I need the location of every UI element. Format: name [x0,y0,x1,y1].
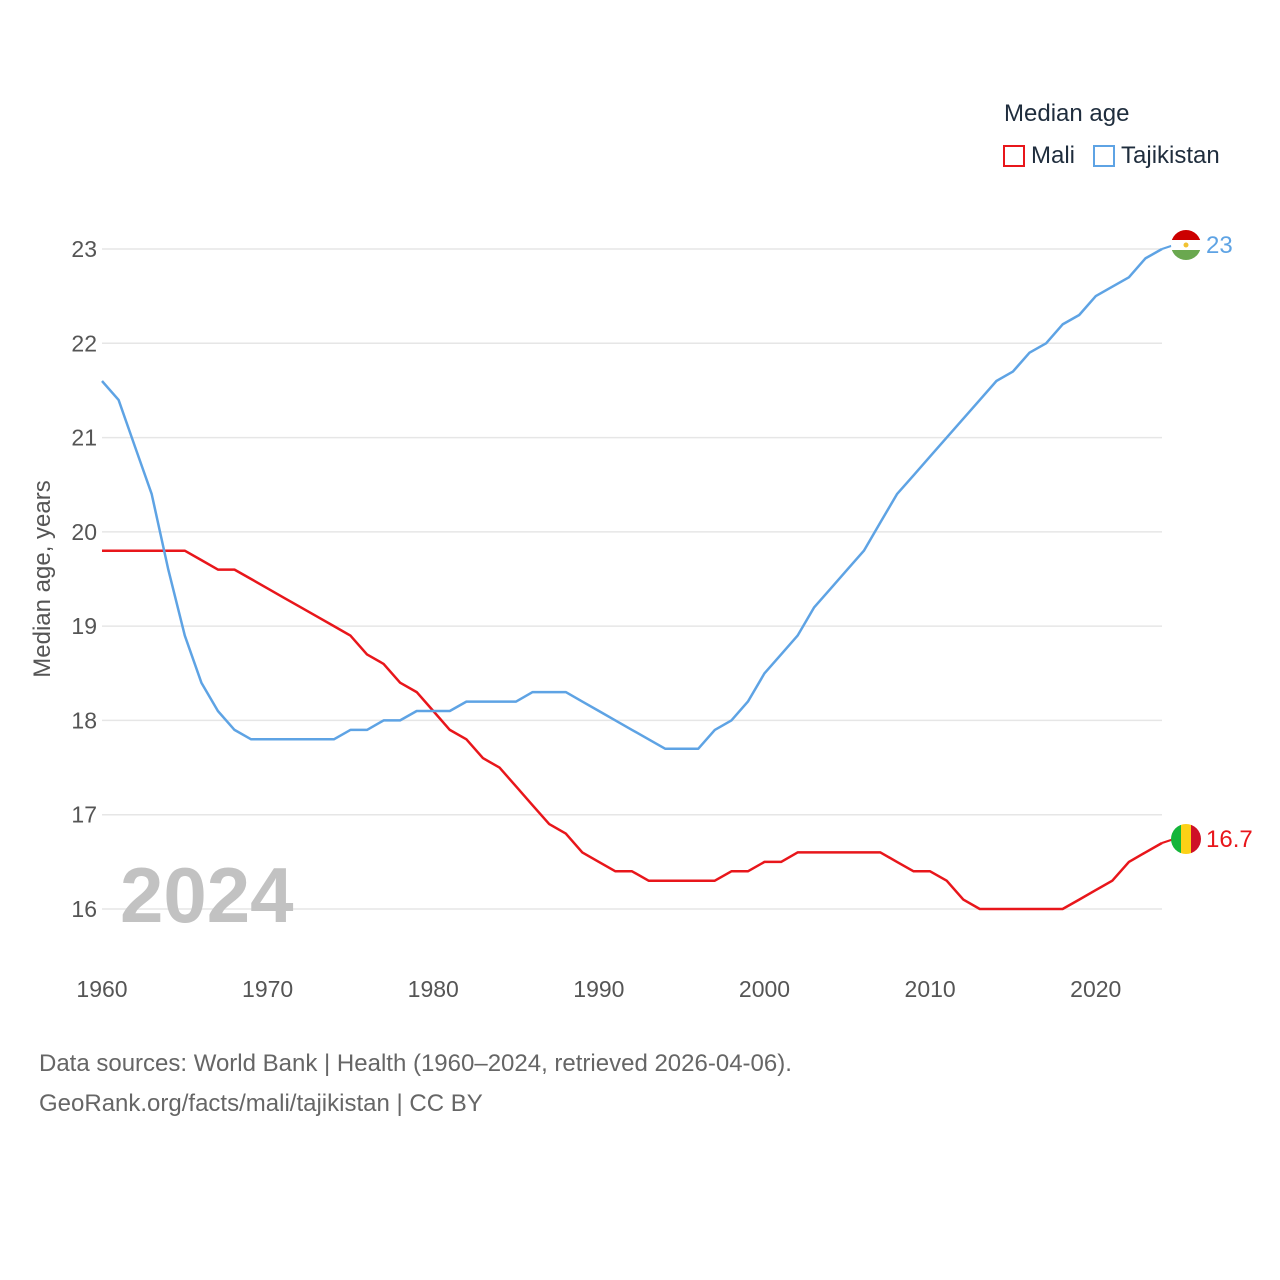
x-tick-label-1980: 1980 [408,976,459,1002]
y-tick-label-18: 18 [71,707,97,733]
y-tick-label-17: 17 [71,802,97,828]
flag-body [1171,824,1201,854]
flag-stripe-red [1171,230,1201,240]
x-axis-ticks: 1960 1970 1980 1990 2000 2010 2020 [76,976,1121,1002]
series-line-mali[interactable] [102,549,1163,911]
x-tick-label-1960: 1960 [76,976,127,1002]
sources-line-2[interactable]: GeoRank.org/facts/mali/tajikistan | CC B… [39,1090,483,1117]
x-tick-label-1970: 1970 [242,976,293,1002]
legend-label-mali: Mali [1031,142,1076,169]
flag-crown [1183,242,1189,248]
flag-stripe-green [1171,250,1201,260]
series-line-tajikistan[interactable] [101,247,1163,750]
flag-stripe-yellow [1181,824,1191,854]
y-tick-label-21: 21 [71,425,97,451]
y-tick-label-16: 16 [71,896,97,922]
y-tick-label-23: 23 [71,236,97,262]
year-label: 2024 [120,851,294,939]
legend-title: Median age [1004,100,1130,127]
legend-item-mali[interactable]: Mali [1003,142,1075,170]
flag-stripe-red [1191,824,1201,854]
legend: Mali Tajikistan [1003,142,1220,170]
x-tick-label-1990: 1990 [573,976,624,1002]
legend-item-tajikistan[interactable]: Tajikistan [1093,142,1220,170]
y-axis-label: Median age, years [29,480,56,677]
x-tick-label-2020: 2020 [1070,976,1121,1002]
mali-flag-icon [1171,824,1201,854]
tajikistan-flag-icon [1171,230,1201,260]
series-lines [101,247,1163,911]
end-value-label-tajikistan: 23 [1206,232,1233,259]
y-tick-label-20: 20 [71,519,97,545]
y-axis-ticks: 16 17 18 19 20 21 22 23 [71,236,97,922]
flag-stripe-green [1171,824,1181,854]
legend-label-tajikistan: Tajikistan [1121,142,1220,169]
data-sources: Data sources: World Bank | Health (1960–… [39,1044,792,1124]
line-chart: 16 17 18 19 20 21 22 23 1960 1970 1980 1990 2000 201… [29,230,1253,1002]
legend-swatch-mali [1003,145,1025,167]
gridlines [102,248,1162,910]
y-tick-label-19: 19 [71,613,97,639]
x-tick-label-2000: 2000 [739,976,790,1002]
end-value-label-mali: 16.7 [1206,826,1253,853]
x-tick-label-2010: 2010 [905,976,956,1002]
end-flags: 16.7 23 [1161,230,1253,854]
flag-body [1171,230,1201,260]
legend-swatch-tajikistan [1093,145,1116,167]
y-tick-label-22: 22 [71,330,97,356]
sources-line-1: Data sources: World Bank | Health (1960–… [39,1050,792,1077]
